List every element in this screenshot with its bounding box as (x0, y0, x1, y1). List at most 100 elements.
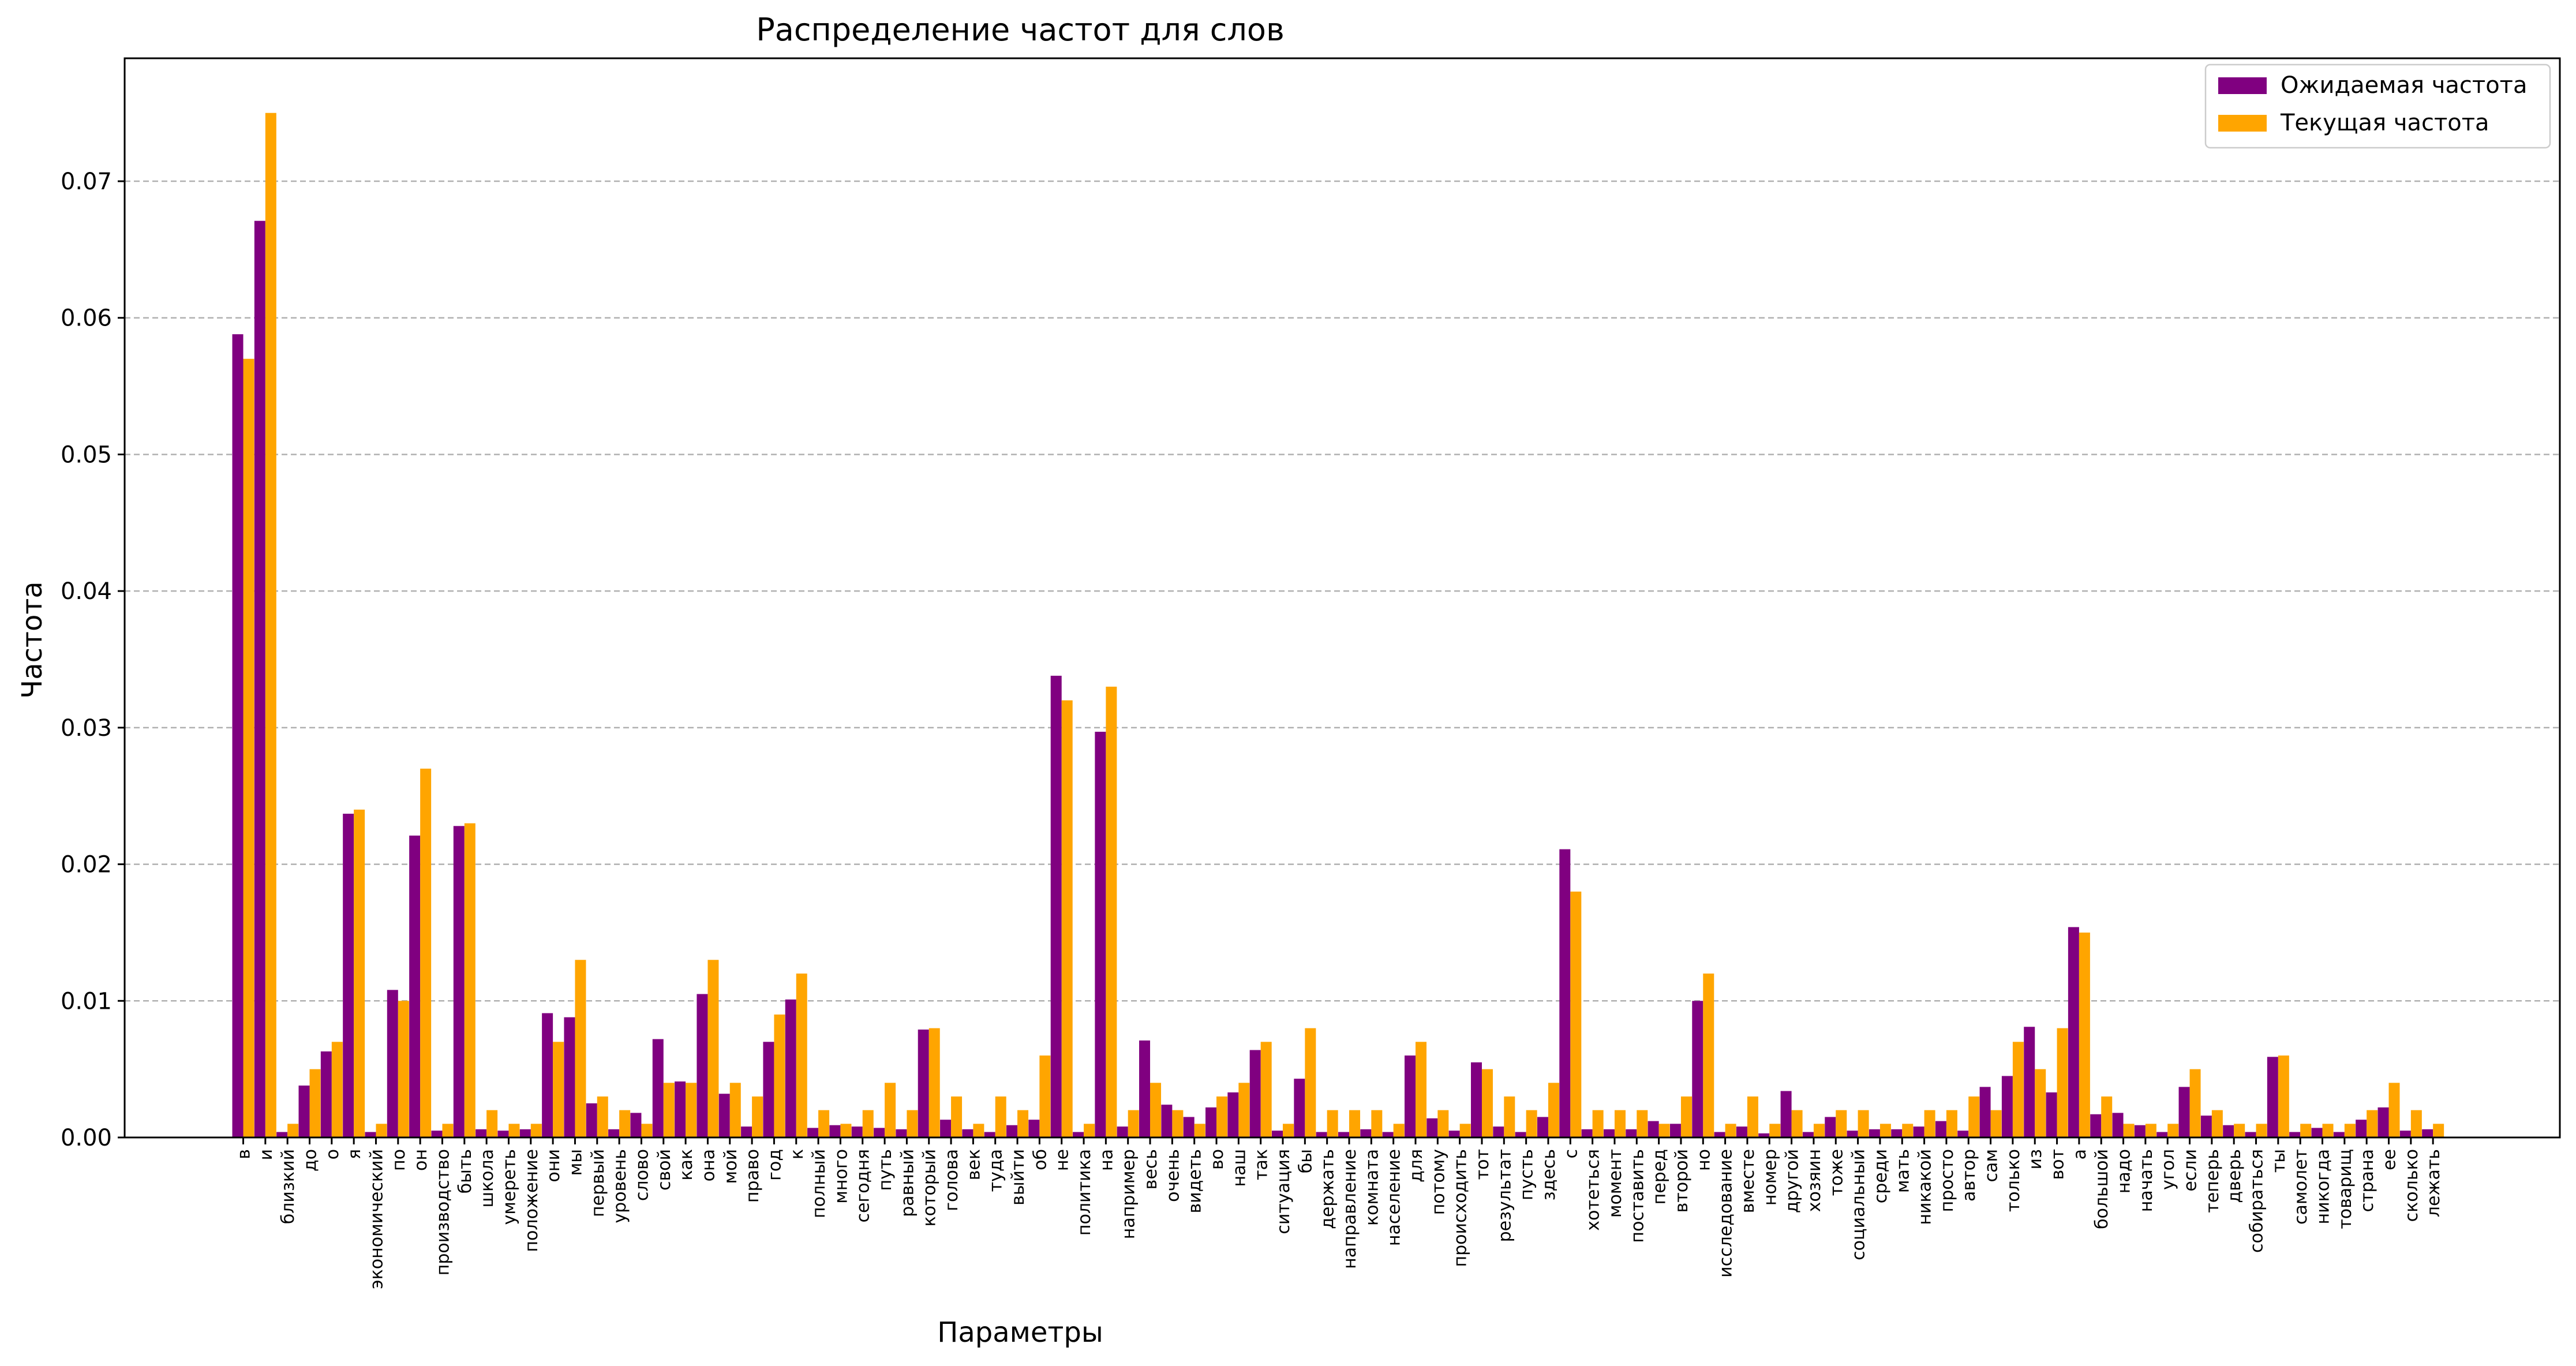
bar-current (1415, 1042, 1426, 1137)
x-tick-label: путь (875, 1149, 896, 1191)
bar-current (1150, 1083, 1162, 1137)
bar-expected (984, 1132, 995, 1137)
legend-box (2204, 63, 2551, 149)
bar-expected (763, 1042, 774, 1137)
bar-current (1637, 1110, 1648, 1137)
bar-current (2234, 1124, 2245, 1137)
x-tick-label: умереть (499, 1149, 519, 1225)
bar-current (1680, 1096, 1692, 1137)
bar-expected (1736, 1127, 1747, 1137)
bar-current (265, 113, 276, 1137)
x-tick-label: результат (1495, 1149, 1515, 1242)
bar-current (530, 1124, 542, 1137)
bar-expected (1426, 1118, 1438, 1137)
bar-expected (2156, 1132, 2168, 1137)
x-tick-label: мы (566, 1149, 586, 1176)
x-tick-label: уровень (610, 1149, 630, 1223)
bar-current (1968, 1096, 1980, 1137)
bar-expected (2090, 1114, 2102, 1137)
bar-expected (630, 1113, 642, 1137)
x-tick-label: а (2070, 1149, 2090, 1159)
bar-expected (1382, 1132, 1394, 1137)
bar-current (1481, 1069, 1493, 1137)
x-tick-label: надо (2114, 1149, 2135, 1193)
x-tick-label: к (787, 1149, 807, 1159)
x-tick-label: сам (1982, 1149, 2002, 1182)
x-tick-label: момент (1605, 1149, 1626, 1218)
bar-expected (785, 999, 796, 1137)
bar-current (2101, 1096, 2113, 1137)
x-tick-label: век (964, 1149, 984, 1180)
bar-expected (2356, 1120, 2367, 1137)
x-tick-label: свой (654, 1149, 675, 1191)
bar-expected (2377, 1107, 2389, 1137)
bar-expected (1758, 1133, 1770, 1137)
bar-expected (387, 990, 398, 1137)
bar-expected (1493, 1127, 1504, 1137)
bar-current (2367, 1110, 2378, 1137)
x-tick-label: положение (522, 1149, 542, 1252)
bar-expected (1360, 1129, 1372, 1137)
bar-current (1459, 1124, 1471, 1137)
bar-current (1747, 1096, 1758, 1137)
bar-expected (1515, 1132, 1526, 1137)
bar-current (1946, 1110, 1957, 1137)
x-tick-label: перед (1650, 1149, 1670, 1204)
bar-expected (962, 1129, 974, 1137)
x-tick-label: сколько (2402, 1149, 2422, 1222)
bar-current (331, 1042, 343, 1137)
x-tick-label: второй (1672, 1149, 1692, 1212)
y-tick-label: 0.07 (61, 169, 112, 195)
bar-expected (1227, 1092, 1239, 1137)
x-tick-label: хотеться (1583, 1149, 1604, 1231)
bar-current (1769, 1124, 1781, 1137)
x-axis-ticks: в и близкий до о я экономический по он производст… (234, 1137, 2444, 1289)
bar-current (1084, 1124, 1095, 1137)
bar-current (1216, 1096, 1228, 1137)
x-tick-label: происходить (1451, 1149, 1471, 1267)
bar-current (2433, 1124, 2444, 1137)
bar-current (1902, 1124, 1914, 1137)
x-tick-label: население (1384, 1149, 1405, 1246)
bar-current (2167, 1124, 2179, 1137)
bar-expected (1139, 1040, 1151, 1137)
bar-expected (1669, 1124, 1681, 1137)
bar-expected (586, 1103, 597, 1137)
x-tick-label: так (1252, 1149, 1272, 1180)
x-tick-label: дверь (2225, 1149, 2245, 1203)
bar-expected (1979, 1087, 1991, 1137)
bar-current (796, 973, 807, 1137)
bar-expected (519, 1129, 531, 1137)
bar-expected (1603, 1129, 1615, 1137)
bar-current (1504, 1096, 1515, 1137)
bar-expected (1957, 1131, 1969, 1137)
bar-expected (741, 1127, 752, 1137)
x-tick-label: сегодня (853, 1149, 874, 1222)
bar-expected (1802, 1132, 1814, 1137)
bar-expected (2399, 1131, 2411, 1137)
x-tick-label: тоже (1826, 1149, 1847, 1196)
bar-expected (918, 1030, 929, 1137)
bar-expected (697, 994, 708, 1137)
x-tick-label: вместе (1738, 1149, 1758, 1213)
bar-expected (232, 334, 244, 1138)
y-axis-label: Частота (16, 581, 48, 698)
bars (232, 113, 2444, 1138)
bar-expected (1117, 1127, 1128, 1137)
bar-expected (1537, 1117, 1548, 1137)
bar-expected (652, 1039, 664, 1137)
bar-expected (1006, 1125, 1018, 1137)
x-tick-label: с (1561, 1149, 1581, 1159)
bar-expected (365, 1132, 376, 1137)
x-tick-label: в (234, 1149, 254, 1159)
bar-expected (1249, 1050, 1261, 1137)
bar-current (2079, 932, 2090, 1137)
bar-current (1371, 1110, 1383, 1137)
x-tick-label: хозяин (1804, 1149, 1825, 1212)
x-tick-label: теперь (2203, 1149, 2223, 1213)
bar-current (420, 768, 432, 1137)
x-tick-label: экономический (366, 1149, 387, 1289)
x-tick-label: товарищ (2335, 1149, 2356, 1229)
x-tick-label: о (323, 1149, 343, 1159)
x-tick-label: комната (1362, 1149, 1382, 1226)
